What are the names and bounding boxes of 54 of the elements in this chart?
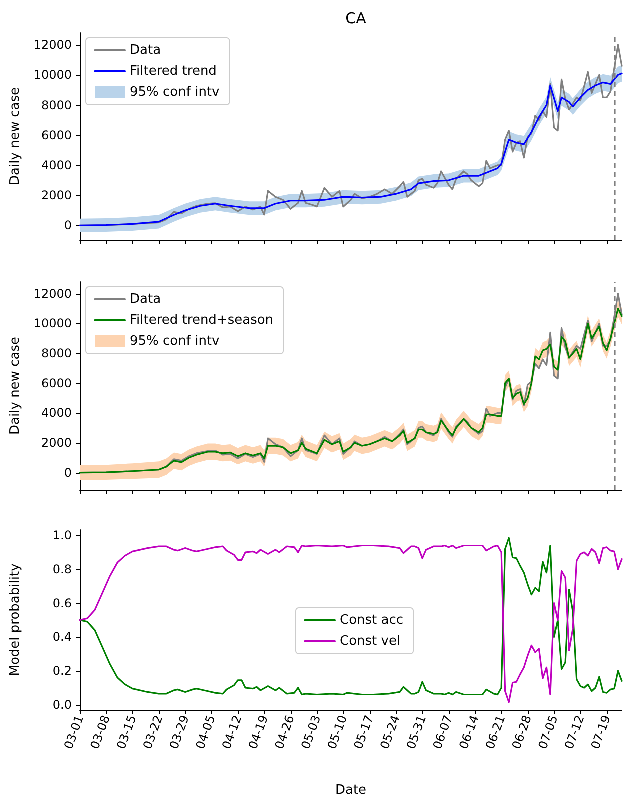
- x-tick-label: 04-05: [193, 714, 218, 752]
- y-tick-label: 0.8: [52, 562, 72, 576]
- x-tick-label: 03-29: [166, 714, 192, 752]
- legend-label: Filtered trend: [130, 64, 217, 79]
- y-tick-label: 0.2: [52, 664, 72, 678]
- y-tick-label: 0.6: [52, 596, 72, 610]
- x-tick-label: 04-19: [246, 714, 272, 752]
- x-tick-label: 07-05: [536, 714, 561, 752]
- y-tick-label: 0: [64, 218, 72, 233]
- y-tick-label: 8000: [41, 346, 72, 361]
- y-tick-label: 6000: [41, 128, 72, 142]
- x-tick-label: 05-17: [351, 714, 376, 752]
- y-axis-title: Model probability: [8, 563, 23, 676]
- y-tick-label: 8000: [41, 98, 72, 112]
- x-tick-label: 05-03: [298, 714, 324, 752]
- x-tick-label: 06-07: [430, 714, 456, 752]
- y-tick-label: 0.0: [52, 698, 72, 712]
- chart-title: CA: [346, 10, 368, 28]
- y-tick-label: 4000: [41, 406, 72, 420]
- legend-label: Filtered trend+season: [130, 313, 274, 328]
- y-tick-label: 2000: [41, 436, 72, 450]
- x-tick-label: 03-01: [62, 714, 87, 752]
- x-tick-label: 05-24: [378, 714, 403, 752]
- x-tick-label: 04-26: [272, 714, 298, 752]
- legend-label: 95% conf intv: [130, 85, 220, 100]
- legend-label: Const acc: [340, 613, 404, 628]
- y-tick-label: 6000: [41, 376, 72, 390]
- x-axis-title: Date: [335, 783, 367, 798]
- legend-label: Data: [130, 292, 162, 307]
- x-tick-label: 05-10: [324, 714, 350, 752]
- y-tick-label: 12000: [34, 38, 72, 52]
- x-tick-label: 03-08: [88, 714, 113, 752]
- legend-label: Data: [130, 43, 162, 58]
- x-tick-label: 07-19: [588, 714, 614, 752]
- x-tick-label: 04-12: [220, 714, 245, 752]
- x-tick-label: 06-28: [509, 714, 534, 752]
- x-tick-label: 06-14: [456, 714, 482, 752]
- y-axis-title: Daily new case: [8, 337, 23, 435]
- x-tick-label: 03-22: [140, 714, 166, 752]
- x-tick-label: 03-15: [114, 714, 140, 752]
- legend-label: 95% conf intv: [130, 334, 220, 349]
- y-tick-label: 0.4: [52, 630, 72, 644]
- y-axis-title: Daily new case: [8, 88, 23, 186]
- y-tick-label: 10000: [34, 68, 72, 82]
- y-tick-label: 2000: [41, 188, 72, 203]
- x-tick-label: 06-21: [483, 714, 508, 752]
- y-tick-label: 10000: [34, 316, 72, 331]
- legend-label: Const vel: [340, 634, 401, 649]
- y-tick-label: 1.0: [52, 528, 72, 543]
- y-tick-label: 0: [64, 466, 72, 480]
- y-tick-label: 12000: [34, 286, 72, 301]
- x-tick-label: 05-31: [404, 714, 430, 752]
- x-tick-label: 07-12: [562, 714, 588, 752]
- y-tick-label: 4000: [41, 158, 72, 172]
